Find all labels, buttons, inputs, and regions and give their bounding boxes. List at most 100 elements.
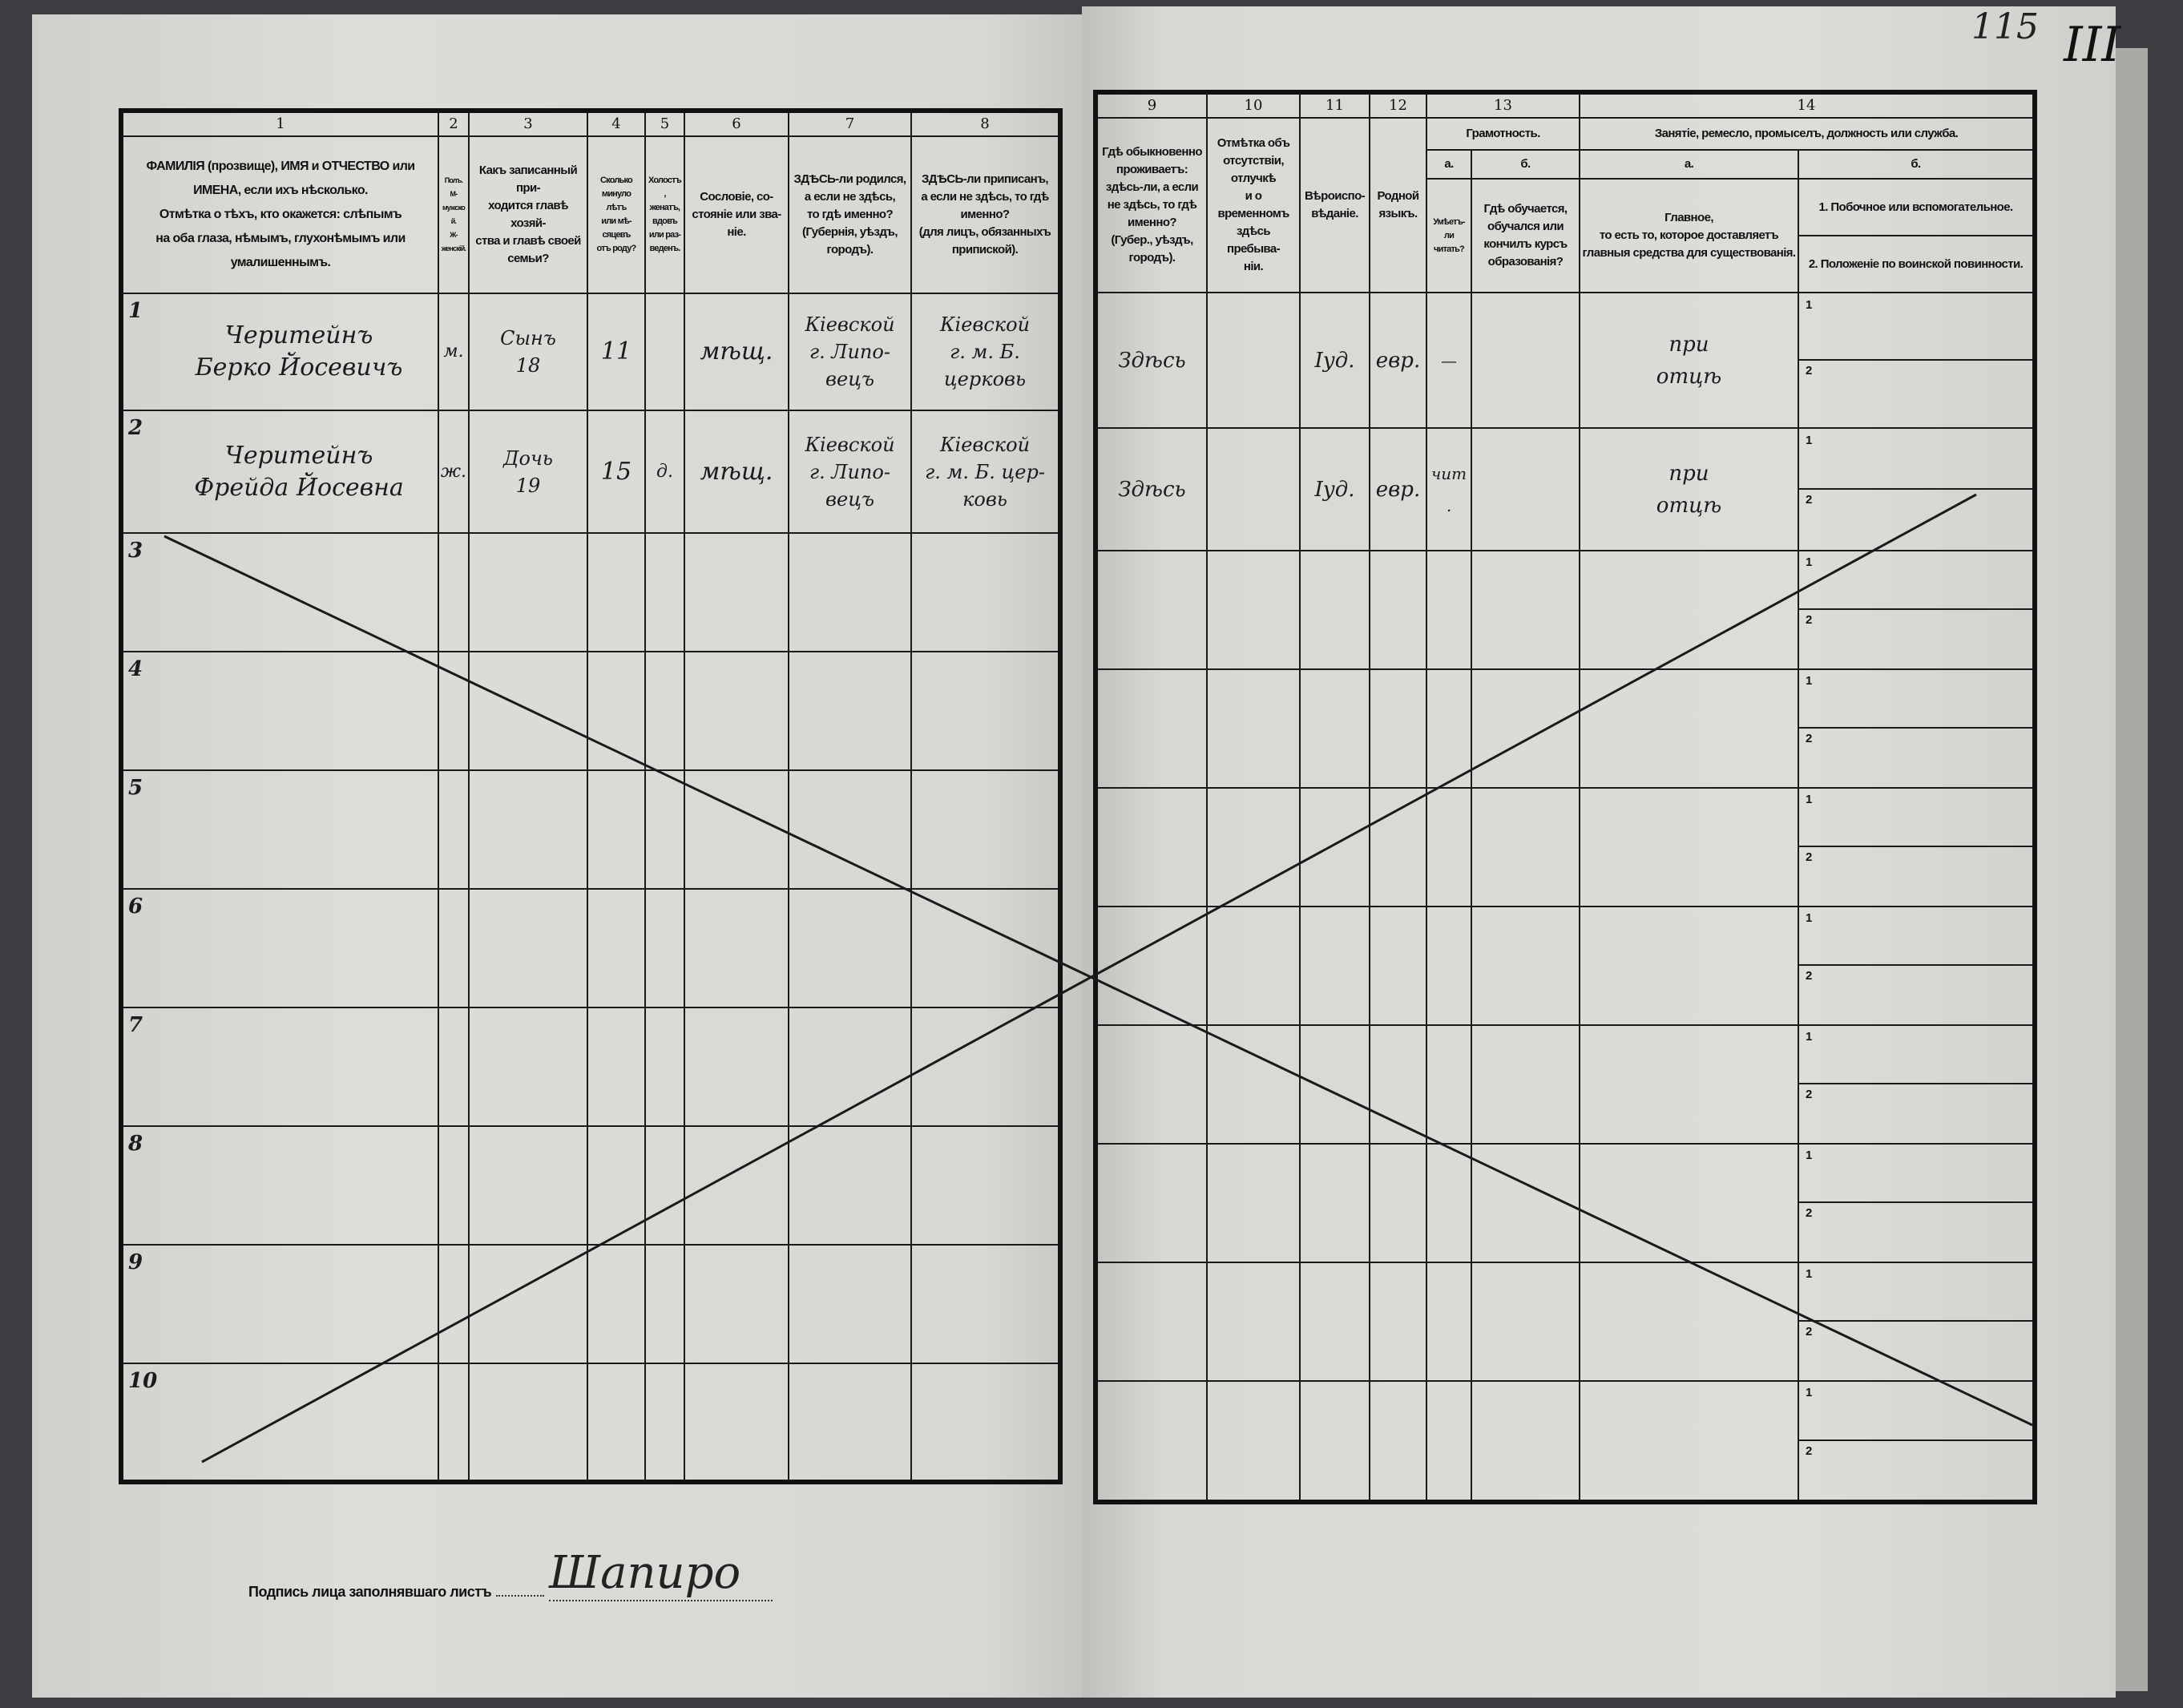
- cell-residence[interactable]: [1095, 906, 1208, 1026]
- cell-occupation-a[interactable]: при отцѣ: [1579, 292, 1799, 429]
- cell-age[interactable]: [587, 1125, 646, 1246]
- subrow-1[interactable]: 1: [1800, 671, 2032, 729]
- cell-religion[interactable]: [1299, 1380, 1370, 1503]
- cell-name[interactable]: 1 Черитейнъ Берко Йосевичъ: [120, 293, 439, 411]
- cell-marital[interactable]: [644, 1363, 685, 1483]
- cell-language[interactable]: [1369, 550, 1427, 670]
- cell-religion[interactable]: [1299, 668, 1370, 789]
- subrow-1[interactable]: 1: [1800, 295, 2032, 361]
- cell-estate[interactable]: [684, 1244, 789, 1364]
- cell-relation[interactable]: [468, 532, 588, 652]
- cell-religion[interactable]: Iуд.: [1299, 427, 1370, 551]
- cell-language[interactable]: евр.: [1369, 427, 1427, 551]
- cell-absence[interactable]: [1206, 1380, 1301, 1503]
- cell-literacy-a[interactable]: [1426, 550, 1472, 670]
- cell-relation[interactable]: [468, 888, 588, 1008]
- cell-registered[interactable]: [910, 1244, 1061, 1364]
- cell-birthplace[interactable]: [788, 532, 912, 652]
- cell-age[interactable]: [587, 651, 646, 771]
- cell-marital[interactable]: д.: [644, 410, 685, 534]
- cell-literacy-a[interactable]: [1426, 1024, 1472, 1145]
- cell-relation[interactable]: Дочь 19: [468, 410, 588, 534]
- cell-sex[interactable]: [438, 1363, 470, 1483]
- cell-registered[interactable]: [910, 769, 1061, 890]
- cell-relation[interactable]: [468, 1007, 588, 1127]
- cell-language[interactable]: [1369, 1262, 1427, 1382]
- cell-relation[interactable]: [468, 651, 588, 771]
- cell-birthplace[interactable]: [788, 1007, 912, 1127]
- cell-literacy-a[interactable]: [1426, 1380, 1472, 1503]
- subrow-1[interactable]: 1: [1800, 908, 2032, 966]
- subrow-1[interactable]: 1: [1800, 552, 2032, 610]
- cell-literacy-a[interactable]: —: [1426, 292, 1472, 429]
- cell-estate[interactable]: [684, 888, 789, 1008]
- cell-absence[interactable]: [1206, 787, 1301, 907]
- subrow-1[interactable]: 1: [1800, 430, 2032, 490]
- subrow-2[interactable]: 2: [1800, 1203, 2032, 1261]
- cell-occupation-a[interactable]: [1579, 668, 1799, 789]
- cell-absence[interactable]: [1206, 1143, 1301, 1263]
- cell-sex[interactable]: м.: [438, 293, 470, 411]
- cell-estate[interactable]: мѣщ.: [684, 293, 789, 411]
- cell-literacy-b[interactable]: [1471, 550, 1580, 670]
- cell-birthplace[interactable]: [788, 1125, 912, 1246]
- cell-residence[interactable]: Здѣсь: [1095, 427, 1208, 551]
- subrow-1[interactable]: 1: [1800, 1264, 2032, 1322]
- cell-age[interactable]: [587, 1007, 646, 1127]
- cell-registered[interactable]: [910, 1125, 1061, 1246]
- subrow-1[interactable]: 1: [1800, 789, 2032, 847]
- cell-sex[interactable]: [438, 888, 470, 1008]
- cell-sex[interactable]: [438, 532, 470, 652]
- cell-literacy-b[interactable]: [1471, 1143, 1580, 1263]
- cell-estate[interactable]: мѣщ.: [684, 410, 789, 534]
- cell-marital[interactable]: [644, 888, 685, 1008]
- cell-estate[interactable]: [684, 651, 789, 771]
- cell-marital[interactable]: [644, 293, 685, 411]
- cell-literacy-b[interactable]: [1471, 787, 1580, 907]
- cell-language[interactable]: [1369, 1024, 1427, 1145]
- cell-literacy-b[interactable]: [1471, 1024, 1580, 1145]
- subrow-2[interactable]: 2: [1800, 610, 2032, 668]
- cell-residence[interactable]: [1095, 1380, 1208, 1503]
- cell-religion[interactable]: Iуд.: [1299, 292, 1370, 429]
- cell-marital[interactable]: [644, 769, 685, 890]
- cell-age[interactable]: 11: [587, 293, 646, 411]
- cell-literacy-b[interactable]: [1471, 427, 1580, 551]
- cell-registered[interactable]: Кiевской г. м. Б. цер- ковь: [910, 410, 1061, 534]
- cell-birthplace[interactable]: [788, 651, 912, 771]
- cell-relation[interactable]: [468, 1244, 588, 1364]
- subrow-2[interactable]: 2: [1800, 1322, 2032, 1379]
- cell-religion[interactable]: [1299, 1024, 1370, 1145]
- cell-name[interactable]: 3: [120, 532, 439, 652]
- cell-literacy-a[interactable]: [1426, 668, 1472, 789]
- cell-sex[interactable]: [438, 1244, 470, 1364]
- cell-relation[interactable]: [468, 1125, 588, 1246]
- cell-registered[interactable]: [910, 532, 1061, 652]
- cell-marital[interactable]: [644, 1007, 685, 1127]
- subrow-2[interactable]: 2: [1800, 361, 2032, 426]
- cell-sex[interactable]: [438, 1007, 470, 1127]
- cell-sex[interactable]: [438, 769, 470, 890]
- cell-registered[interactable]: [910, 1363, 1061, 1483]
- cell-language[interactable]: [1369, 906, 1427, 1026]
- cell-marital[interactable]: [644, 532, 685, 652]
- cell-age[interactable]: 15: [587, 410, 646, 534]
- cell-literacy-a[interactable]: [1426, 906, 1472, 1026]
- cell-name[interactable]: 7: [120, 1007, 439, 1127]
- cell-literacy-b[interactable]: [1471, 1380, 1580, 1503]
- cell-residence[interactable]: Здѣсь: [1095, 292, 1208, 429]
- cell-age[interactable]: [587, 532, 646, 652]
- cell-absence[interactable]: [1206, 668, 1301, 789]
- cell-relation[interactable]: [468, 769, 588, 890]
- subrow-2[interactable]: 2: [1800, 729, 2032, 786]
- subrow-2[interactable]: 2: [1800, 966, 2032, 1024]
- cell-name[interactable]: 8: [120, 1125, 439, 1246]
- subrow-2[interactable]: 2: [1800, 847, 2032, 905]
- cell-absence[interactable]: [1206, 427, 1301, 551]
- cell-marital[interactable]: [644, 1244, 685, 1364]
- cell-language[interactable]: [1369, 668, 1427, 789]
- cell-registered[interactable]: [910, 1007, 1061, 1127]
- cell-absence[interactable]: [1206, 550, 1301, 670]
- cell-registered[interactable]: [910, 888, 1061, 1008]
- cell-literacy-a[interactable]: [1426, 1262, 1472, 1382]
